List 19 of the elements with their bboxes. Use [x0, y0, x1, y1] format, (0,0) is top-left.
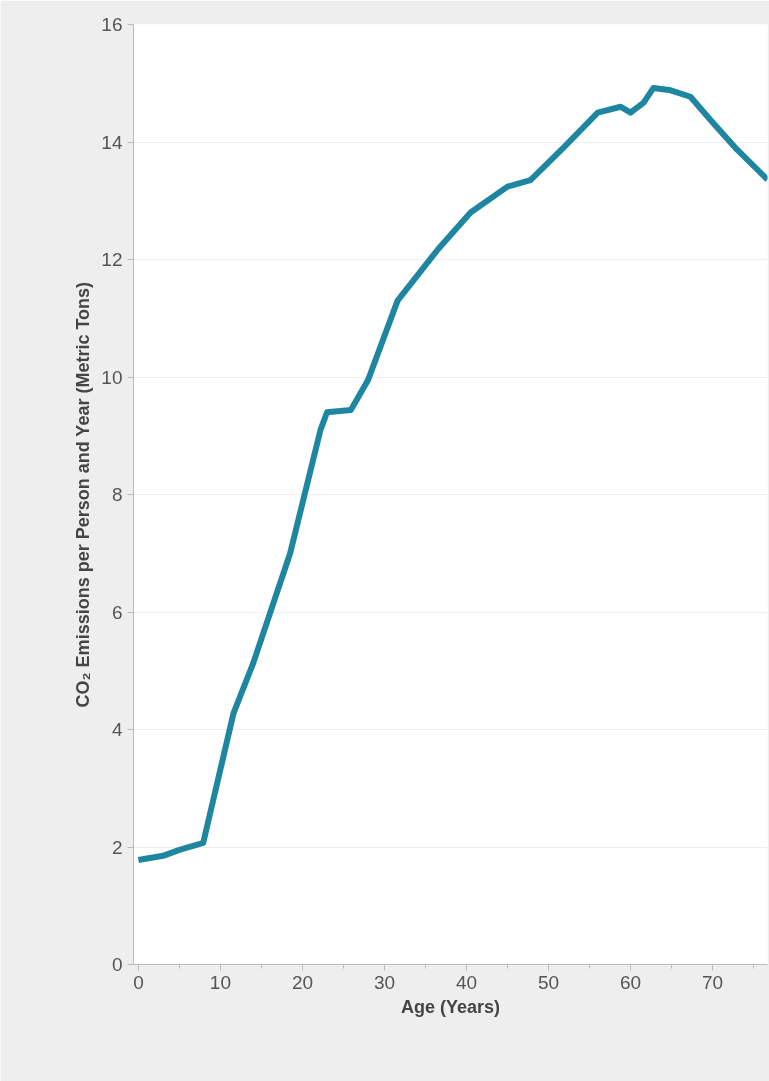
- x-tick-label: 30: [373, 971, 396, 993]
- y-axis-title: CO₂ Emissions per Person and Year (Metric Tons): [73, 281, 94, 708]
- x-tick-label: 50: [537, 971, 560, 993]
- x-tick-label: 70: [701, 971, 724, 993]
- y-tick-label: 12: [101, 249, 123, 270]
- y-tick-label: 10: [101, 366, 123, 388]
- y-tick-label: 8: [111, 484, 123, 505]
- y-tick-label: 6: [111, 601, 123, 623]
- y-tick-label: 16: [101, 14, 123, 35]
- y-tick-label: 14: [101, 131, 123, 153]
- x-tick-label: 10: [209, 971, 232, 993]
- y-tick-label: 0: [111, 954, 123, 975]
- x-tick-label: 20: [291, 971, 314, 993]
- x-tick-label: 40: [455, 971, 478, 993]
- x-tick-label: 60: [619, 971, 642, 993]
- x-axis-title: Age (Years): [400, 996, 501, 1017]
- y-tick-label: 4: [111, 719, 123, 740]
- y-tick-label: 2: [111, 836, 123, 858]
- x-tick-label: 0: [133, 971, 144, 993]
